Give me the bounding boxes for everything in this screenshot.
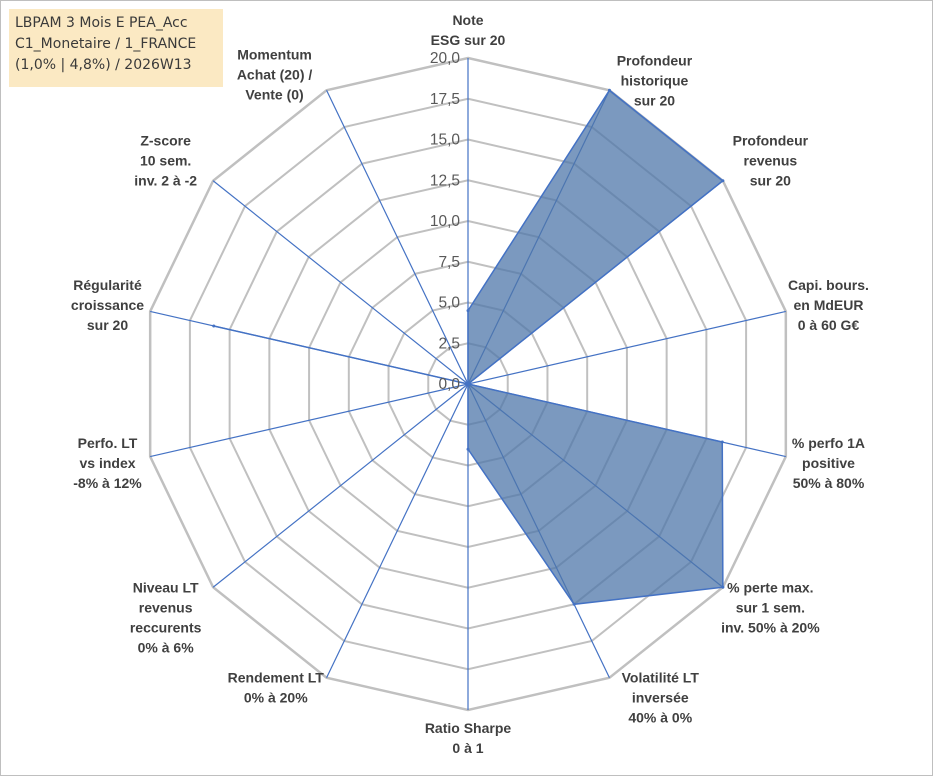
series-point xyxy=(721,585,725,589)
axis-label: 0 à 60 G€ xyxy=(798,317,860,333)
tick-label: 2,5 xyxy=(438,335,460,352)
axis-label: Vente (0) xyxy=(245,86,303,102)
series-point xyxy=(466,309,470,313)
axis-label: reccurents xyxy=(130,619,202,635)
axis-label: sur 20 xyxy=(634,92,675,108)
axis-label: Perfo. LT xyxy=(78,435,138,451)
axis-label: Rendement LT xyxy=(228,670,325,686)
axis-label: 10 sem. xyxy=(140,153,191,169)
axis-labels: Note ESG sur 20 Profondeur historique sur 20… xyxy=(71,12,869,756)
axis-label: ESG sur 20 xyxy=(431,32,506,48)
axis-label: Volatilité LT xyxy=(622,670,700,686)
series-point xyxy=(466,382,470,386)
axis-label: revenus xyxy=(744,153,798,169)
axis-label: inv. 2 à -2 xyxy=(134,173,197,189)
axis-label: en MdEUR xyxy=(793,297,863,313)
series-point xyxy=(720,440,724,444)
axis-label: Profondeur xyxy=(617,52,693,68)
axis-label: 0 à 1 xyxy=(452,740,483,756)
tick-label: 7,5 xyxy=(438,254,460,271)
axis-label: Profondeur xyxy=(733,133,809,149)
axis-spoke xyxy=(150,383,469,458)
axis-label: inv. 50% à 20% xyxy=(721,619,820,635)
axis-spoke xyxy=(326,383,469,678)
series-area xyxy=(213,89,725,606)
series-point xyxy=(212,324,216,328)
series-point xyxy=(466,447,470,451)
axis-label: Régularité xyxy=(73,277,142,293)
axis-label: Capi. bours. xyxy=(788,277,869,293)
series-point xyxy=(607,88,611,92)
tick-label: 17,5 xyxy=(430,91,460,108)
axis-label: Note xyxy=(452,12,483,28)
tick-labels: 0,0 2,5 5,0 7,5 10,0 12,5 15,0 17,5 20,0 xyxy=(430,50,461,393)
axis-label: sur 20 xyxy=(750,173,791,189)
axis-label: revenus xyxy=(139,599,193,615)
axis-spoke xyxy=(212,383,469,588)
series-point xyxy=(572,602,576,606)
axis-label: 50% à 80% xyxy=(793,475,865,491)
axis-label: vs index xyxy=(79,455,135,471)
axis-label: % perte max. xyxy=(727,579,813,595)
series-point xyxy=(721,179,725,183)
tick-label: 12,5 xyxy=(430,172,460,189)
fund-name: LBPAM 3 Mois E PEA_Acc xyxy=(15,15,188,31)
axis-label: sur 20 xyxy=(87,317,128,333)
axis-spoke xyxy=(326,90,469,385)
axis-label: sur 1 sem. xyxy=(736,599,805,615)
axis-spoke xyxy=(212,180,469,385)
axis-label: Niveau LT xyxy=(133,579,199,595)
tick-label: 5,0 xyxy=(438,295,460,312)
fund-category: C1_Monetaire / 1_FRANCE xyxy=(15,36,197,52)
tick-label: 0,0 xyxy=(438,376,460,393)
axis-label: croissance xyxy=(71,297,144,313)
axis-label: inversée xyxy=(632,690,689,706)
axis-label: -8% à 12% xyxy=(73,475,142,491)
axis-label: Ratio Sharpe xyxy=(425,720,512,736)
tick-label: 15,0 xyxy=(430,132,461,149)
axis-spoke xyxy=(467,310,786,385)
fund-stats: (1,0% | 4,8%) / 2026W13 xyxy=(15,57,192,73)
axis-label: Momentum xyxy=(237,46,312,62)
series-layer xyxy=(212,88,725,606)
axis-label: Z-score xyxy=(140,133,191,149)
axis-label: Achat (20) / xyxy=(237,66,313,82)
axis-label: 0% à 20% xyxy=(244,690,308,706)
axis-label: 0% à 6% xyxy=(138,639,195,655)
tick-label: 20,0 xyxy=(430,50,461,67)
axis-label: historique xyxy=(621,72,689,88)
axis-label: 40% à 0% xyxy=(628,710,692,726)
axis-label: % perfo 1A xyxy=(792,435,865,451)
tick-label: 10,0 xyxy=(430,213,461,230)
axis-label: positive xyxy=(802,455,855,471)
fund-title-box: LBPAM 3 Mois E PEA_Acc C1_Monetaire / 1_… xyxy=(9,9,223,87)
